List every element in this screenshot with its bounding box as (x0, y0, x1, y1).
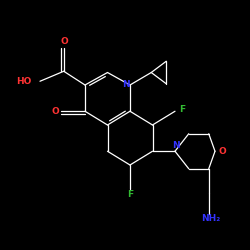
Text: F: F (179, 105, 185, 114)
Text: F: F (128, 190, 134, 199)
Text: O: O (218, 147, 226, 156)
Text: N: N (122, 80, 129, 89)
Text: O: O (60, 38, 68, 46)
Text: N: N (172, 141, 179, 150)
Text: NH₂: NH₂ (201, 214, 220, 223)
Text: O: O (52, 107, 60, 116)
Text: HO: HO (16, 77, 31, 86)
